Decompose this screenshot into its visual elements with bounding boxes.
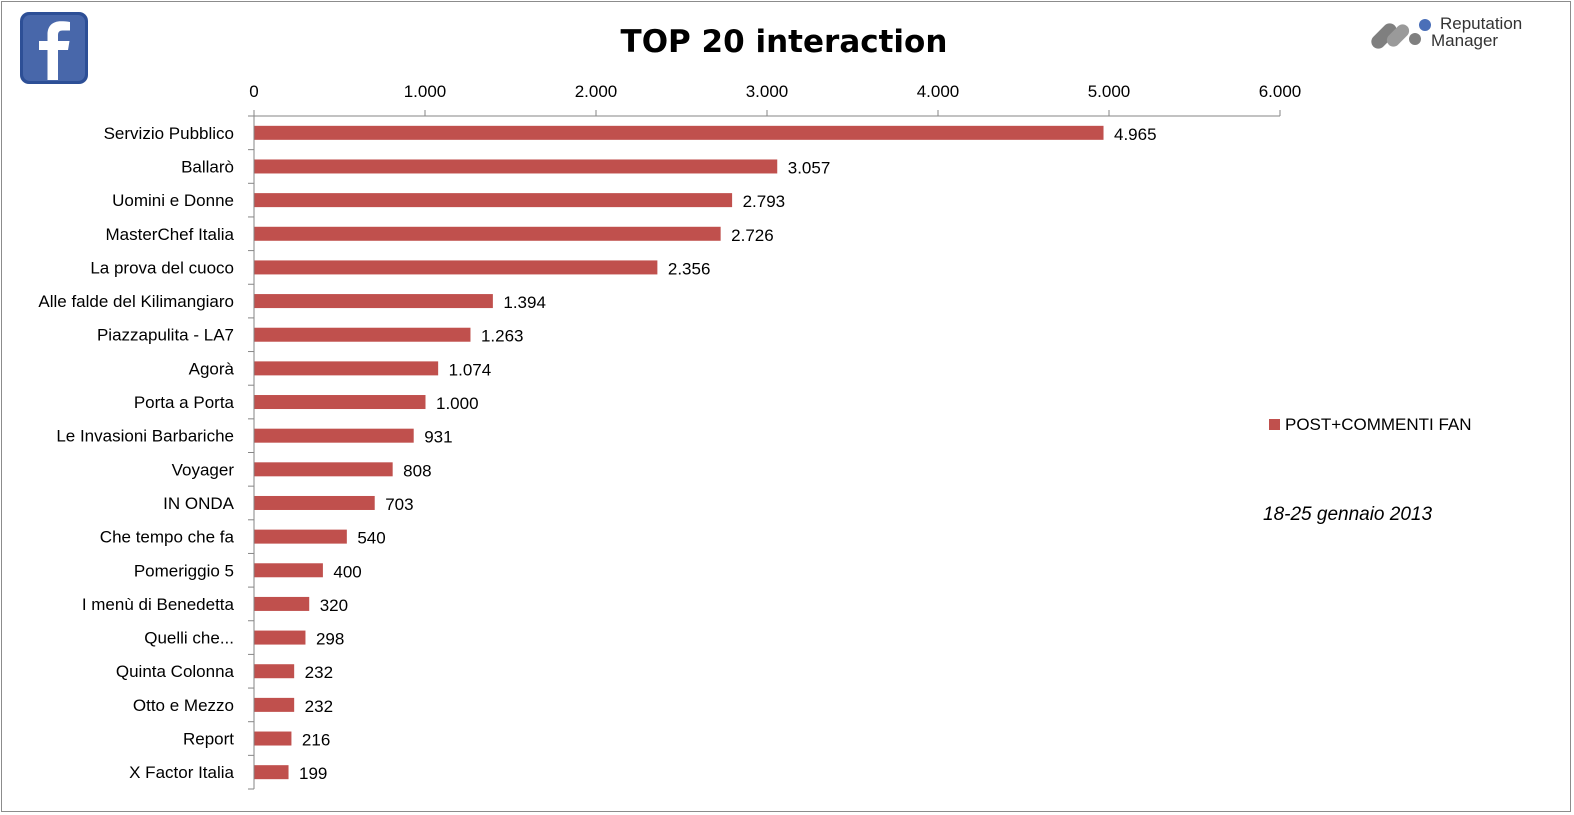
bar (254, 529, 347, 544)
category-label: La prova del cuoco (90, 258, 234, 277)
brand-name-line1: Reputation (1440, 14, 1522, 33)
category-label: MasterChef Italia (106, 225, 235, 244)
bar (254, 563, 323, 578)
category-label: Quinta Colonna (116, 662, 235, 681)
bar-value-label: 2.356 (668, 259, 711, 278)
bar (254, 731, 292, 746)
bar-value-label: 3.057 (788, 158, 831, 177)
bar (254, 226, 721, 241)
bar-value-label: 540 (357, 529, 385, 548)
bar-value-label: 1.263 (481, 327, 524, 346)
category-label: Servizio Pubblico (104, 124, 234, 143)
bar-value-label: 4.965 (1114, 125, 1157, 144)
facebook-logo-icon (20, 12, 88, 84)
brand-name-line2: Manager (1431, 31, 1498, 50)
category-label: Pomeriggio 5 (134, 561, 234, 580)
category-label: Ballarò (181, 157, 234, 176)
bar (254, 697, 295, 712)
category-label: Alle falde del Kilimangiaro (38, 292, 234, 311)
x-tick-label: 0 (249, 82, 258, 101)
bar-value-label: 320 (320, 596, 348, 615)
bar (254, 361, 439, 376)
bar-value-label: 2.726 (731, 226, 774, 245)
category-label: X Factor Italia (129, 763, 234, 782)
bar-value-label: 199 (299, 764, 327, 783)
bar-value-label: 703 (385, 495, 413, 514)
bar-value-label: 1.074 (449, 360, 492, 379)
bar-value-label: 232 (305, 697, 333, 716)
category-label: Quelli che... (144, 629, 234, 648)
category-label: Le Invasioni Barbariche (56, 427, 234, 446)
x-tick-label: 2.000 (575, 82, 618, 101)
bar (254, 630, 306, 645)
x-tick-label: 3.000 (746, 82, 789, 101)
x-tick-label: 6.000 (1259, 82, 1302, 101)
category-label: IN ONDA (163, 494, 235, 513)
bar-value-label: 2.793 (743, 192, 786, 211)
x-tick-label: 5.000 (1088, 82, 1131, 101)
category-label: Uomini e Donne (112, 191, 234, 210)
bar (254, 495, 375, 510)
bar (254, 193, 733, 208)
bar (254, 462, 393, 477)
bar-value-label: 931 (424, 428, 452, 447)
bar-value-label: 298 (316, 630, 344, 649)
bar (254, 260, 658, 275)
bar (254, 765, 289, 780)
date-range-note: 18-25 gennaio 2013 (1263, 504, 1432, 525)
category-label: Report (183, 730, 234, 749)
category-label: Porta a Porta (134, 393, 235, 412)
x-tick-label: 1.000 (404, 82, 447, 101)
bar (254, 428, 414, 443)
legend: POST+COMMENTI FAN (1269, 415, 1472, 434)
bar (254, 125, 1104, 140)
bar-value-label: 1.000 (436, 394, 479, 413)
category-label: I menù di Benedetta (82, 595, 235, 614)
bar-value-label: 1.394 (503, 293, 546, 312)
bar-value-label: 216 (302, 731, 330, 750)
bar (254, 159, 778, 174)
bar-value-label: 400 (333, 562, 361, 581)
category-label: Piazzapulita - LA7 (97, 326, 234, 345)
bar-series: Servizio Pubblico 4.965 Ballarò 3.057 Uomini… (38, 124, 1156, 783)
reputation-manager-logo-icon (1371, 19, 1431, 49)
category-label: Agorà (189, 359, 235, 378)
chart-axes: 0 1.000 2.000 3.000 4.000 5.000 6.000 (248, 82, 1302, 790)
category-label: Voyager (172, 460, 235, 479)
chart-title: TOP 20 interaction (621, 24, 948, 60)
x-tick-label: 4.000 (917, 82, 960, 101)
legend-label: POST+COMMENTI FAN (1285, 415, 1472, 434)
bar-value-label: 232 (305, 663, 333, 682)
bar (254, 596, 310, 611)
bar (254, 395, 426, 410)
bar (254, 664, 295, 679)
bar (254, 294, 493, 309)
bar (254, 327, 471, 342)
category-label: Che tempo che fa (100, 528, 235, 547)
category-label: Otto e Mezzo (133, 696, 234, 715)
legend-swatch (1269, 419, 1280, 430)
bar-value-label: 808 (403, 461, 431, 480)
